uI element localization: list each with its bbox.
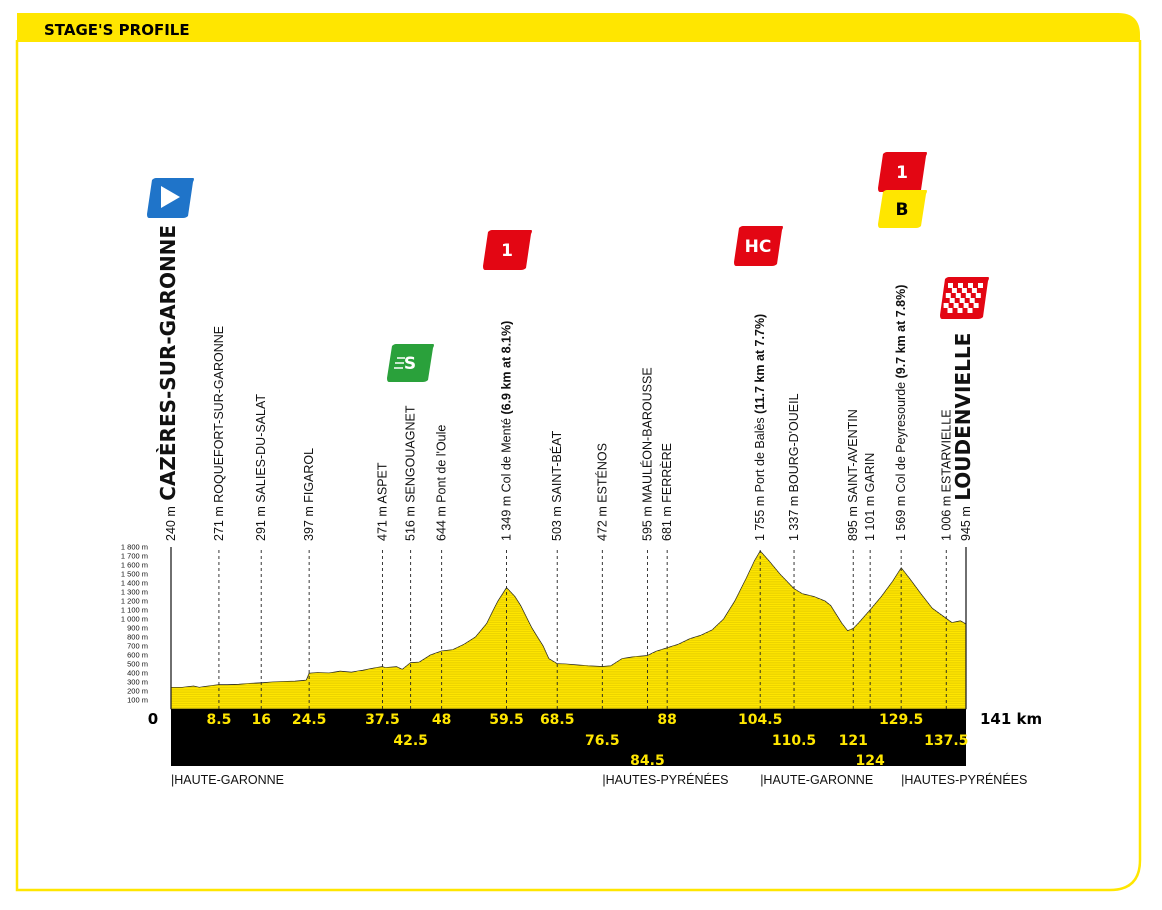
altitude-tick-label: 1 400 m [121,579,148,588]
altitude-tick-label: 1 000 m [121,615,148,624]
bonus-sprint-flag-icon: B [878,190,927,228]
place-label: 1 569 m Col de Peyresourde (9.7 km at 7.… [894,285,908,541]
km-mark-label: 59.5 [489,712,524,728]
place-label: 472 m ESTÉNOS [594,443,609,541]
km-mark-label: 84.5 [630,753,665,769]
department-label: |HAUTE-GARONNE [171,773,284,787]
altitude-tick-label: 800 m [127,633,148,642]
altitude-tick-label: 400 m [127,669,148,678]
svg-text:HC: HC [745,237,772,257]
altitude-tick-label: 300 m [127,678,148,687]
place-label: 681 m FERRÈRE [659,443,674,541]
svg-text:S: S [404,354,416,374]
altitude-tick-label: 1 700 m [121,552,148,561]
category-1-climb-flag-icon: 1 [878,152,927,192]
svg-text:1: 1 [896,163,908,183]
department-label: |HAUTES-PYRÉNÉES [602,772,728,787]
place-label: 471 m ASPET [375,462,389,541]
km-mark-label: 24.5 [292,712,327,728]
km-end-label: 141 km [980,710,1042,728]
place-label: 516 m SENGOUAGNET [404,405,418,541]
km-strip [171,709,966,766]
km-mark-label: 137.5 [924,733,968,749]
km-mark-label: 42.5 [393,733,428,749]
place-label: 397 m FIGAROL [302,448,316,541]
altitude-tick-label: 600 m [127,651,148,660]
place-label: 595 m MAULÉON-BAROUSSE [639,367,654,541]
km-mark-label: 68.5 [540,712,575,728]
altitude-tick-label: 1 600 m [121,561,148,570]
header-title: STAGE'S PROFILE [44,21,190,39]
altitude-tick-label: 500 m [127,660,148,669]
sprint-flag-icon: S [387,344,434,382]
place-label: 895 m SAINT-AVENTIN [846,409,860,541]
altitude-tick-label: 100 m [127,696,148,705]
altitude-tick-label: 1 100 m [121,606,148,615]
frame-border [15,40,1142,892]
place-label: 503 m SAINT-BÉAT [549,430,564,541]
altitude-tick-label: 900 m [127,624,148,633]
km-mark-label: 37.5 [365,712,400,728]
finish-flag-icon [940,277,989,319]
category-1-climb-flag-icon: 1 [483,230,532,270]
place-label: 945 m LOUDENVIELLE [951,333,975,541]
altitude-tick-label: 700 m [127,642,148,651]
department-label: |HAUTES-PYRÉNÉES [901,772,1027,787]
altitude-tick-label: 1 500 m [121,570,148,579]
place-label: 291 m SALIES-DU-SALAT [254,394,268,541]
svg-text:1: 1 [501,241,513,261]
start-flag-icon [147,178,194,218]
km-mark-label: 129.5 [879,712,923,728]
km-mark-label: 121 [839,733,868,749]
hors-categorie-climb-flag-icon: HC [734,226,783,266]
altitude-tick-label: 200 m [127,687,148,696]
altitude-tick-label: 1 800 m [121,543,148,552]
place-label: 1 101 m GARIN [863,453,877,541]
place-label: 240 m CAZÈRES-SUR-GARONNE [156,225,180,541]
altitude-tick-label: 1 300 m [121,588,148,597]
km-mark-label: 8.5 [207,712,232,728]
km-start-label: 0 [148,710,158,728]
place-label: 1 349 m Col de Menté (6.9 km at 8.1%) [499,321,513,541]
km-mark-label: 110.5 [772,733,816,749]
place-label: 1 337 m BOURG-D'OUEIL [787,393,801,541]
km-mark-label: 124 [856,753,885,769]
header-band [17,13,1140,42]
place-label: 1 006 m ESTARVIELLE [939,409,953,541]
place-label: 271 m ROQUEFORT-SUR-GARONNE [212,326,226,541]
department-label: |HAUTE-GARONNE [760,773,873,787]
km-mark-label: 48 [432,712,451,728]
place-label: 1 755 m Port de Balès (11.7 km at 7.7%) [753,314,767,541]
km-mark-label: 16 [251,712,270,728]
altitude-tick-label: 1 200 m [121,597,148,606]
km-mark-label: 104.5 [738,712,782,728]
km-mark-label: 76.5 [585,733,620,749]
km-mark-label: 88 [657,712,676,728]
place-label: 644 m Pont de l'Oule [435,425,449,541]
svg-text:B: B [896,200,909,220]
